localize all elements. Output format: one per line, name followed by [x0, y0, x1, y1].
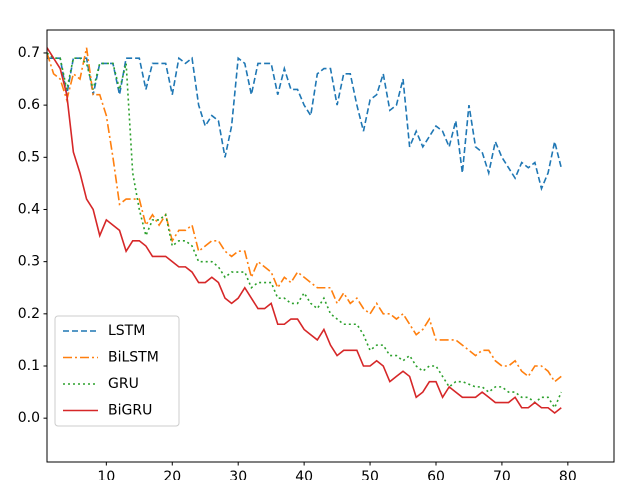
legend-box: [54, 315, 180, 427]
x-tick-label: 50: [361, 469, 379, 480]
y-tick-label: 0.3: [18, 254, 40, 270]
y-tick-label: 0.0: [18, 410, 40, 426]
y-tick-label: 0.7: [18, 45, 40, 61]
legend-label: LSTM: [108, 323, 145, 339]
x-tick-label: 60: [427, 469, 445, 480]
axes-frame: [46, 29, 615, 463]
legend-label: BiLSTM: [108, 350, 159, 366]
x-tick-label: 30: [229, 469, 247, 480]
x-tick-label: 70: [493, 469, 511, 480]
y-tick-label: 0.2: [18, 306, 40, 322]
x-tick-label: 80: [559, 469, 577, 480]
x-tick-label: 10: [97, 469, 115, 480]
legend-label: GRU: [108, 376, 139, 392]
y-tick-label: 0.4: [18, 201, 40, 217]
legend-label: BiGRU: [108, 403, 152, 419]
y-tick-label: 0.5: [18, 149, 40, 165]
y-tick-label: 0.1: [18, 358, 40, 374]
series-line: [47, 47, 562, 414]
series-line: [47, 56, 563, 192]
series-line: [47, 47, 562, 383]
plot-area: [47, 47, 563, 414]
x-tick-label: 20: [163, 469, 181, 480]
y-tick-label: 0.6: [18, 97, 40, 113]
x-tick-label: 40: [295, 469, 313, 480]
